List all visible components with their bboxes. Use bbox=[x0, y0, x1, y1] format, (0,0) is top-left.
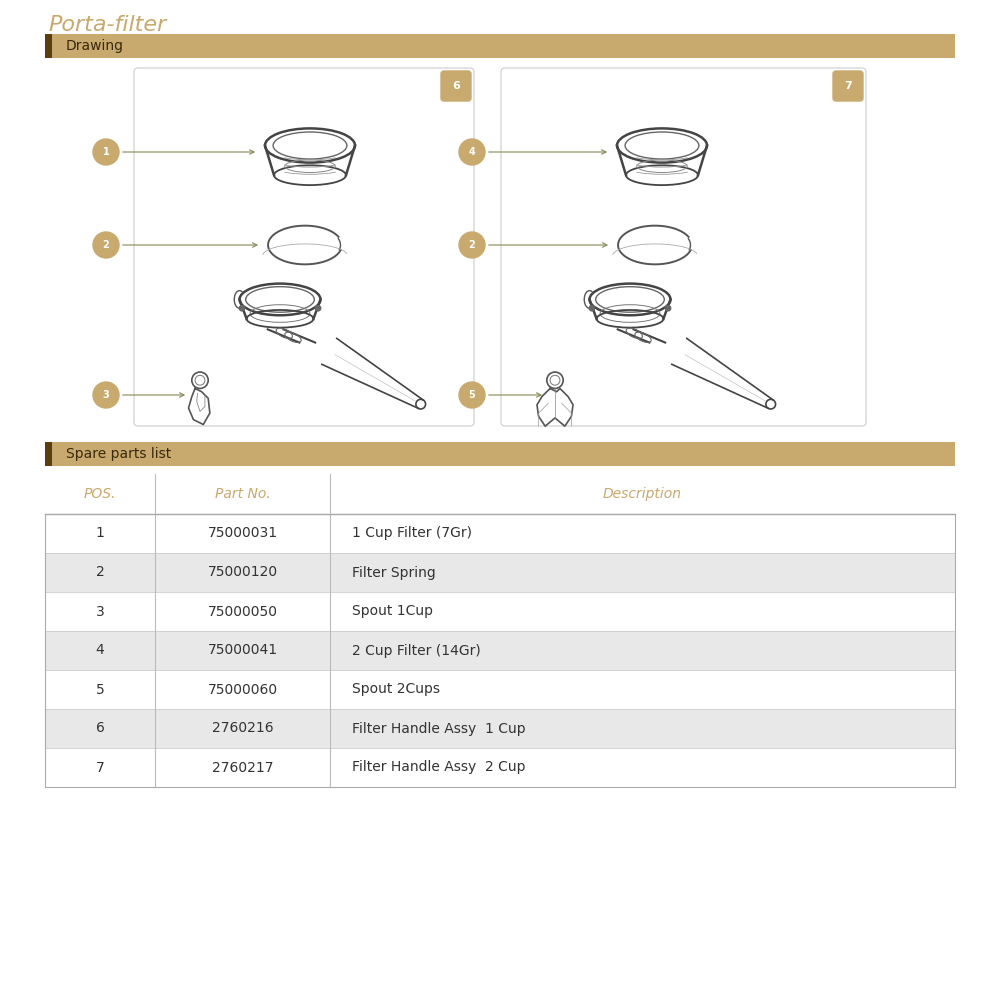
Text: Porta-filter: Porta-filter bbox=[48, 15, 166, 35]
Circle shape bbox=[315, 306, 321, 311]
Circle shape bbox=[665, 306, 671, 311]
Text: Filter Spring: Filter Spring bbox=[352, 565, 436, 579]
Text: 1: 1 bbox=[103, 147, 109, 157]
FancyBboxPatch shape bbox=[45, 709, 955, 748]
Text: Description: Description bbox=[603, 487, 682, 501]
Text: 7: 7 bbox=[96, 760, 104, 774]
Text: Part No.: Part No. bbox=[215, 487, 270, 501]
Text: Spout 2Cups: Spout 2Cups bbox=[352, 682, 440, 696]
Text: 2 Cup Filter (14Gr): 2 Cup Filter (14Gr) bbox=[352, 644, 481, 658]
Text: POS.: POS. bbox=[84, 487, 116, 501]
Text: 75000120: 75000120 bbox=[207, 565, 278, 579]
Text: 4: 4 bbox=[469, 147, 475, 157]
Circle shape bbox=[589, 306, 595, 311]
Circle shape bbox=[239, 306, 245, 311]
Circle shape bbox=[93, 139, 119, 165]
FancyBboxPatch shape bbox=[833, 71, 863, 101]
Text: 1 Cup Filter (7Gr): 1 Cup Filter (7Gr) bbox=[352, 526, 472, 540]
FancyBboxPatch shape bbox=[45, 442, 955, 466]
Text: Drawing: Drawing bbox=[66, 39, 124, 53]
Text: 3: 3 bbox=[96, 604, 104, 618]
Text: Spare parts list: Spare parts list bbox=[66, 447, 171, 461]
Circle shape bbox=[459, 232, 485, 258]
Text: 4: 4 bbox=[96, 644, 104, 658]
Text: 6: 6 bbox=[96, 722, 104, 736]
FancyBboxPatch shape bbox=[134, 68, 474, 426]
Text: 2: 2 bbox=[469, 240, 475, 250]
Text: 75000031: 75000031 bbox=[207, 526, 278, 540]
Circle shape bbox=[459, 139, 485, 165]
Circle shape bbox=[459, 382, 485, 408]
Text: 75000050: 75000050 bbox=[207, 604, 278, 618]
FancyBboxPatch shape bbox=[501, 68, 866, 426]
Circle shape bbox=[93, 232, 119, 258]
Text: 1: 1 bbox=[96, 526, 104, 540]
Text: 75000041: 75000041 bbox=[207, 644, 278, 658]
Text: 75000060: 75000060 bbox=[207, 682, 278, 696]
FancyBboxPatch shape bbox=[45, 631, 955, 670]
Text: 6: 6 bbox=[452, 81, 460, 91]
Text: 5: 5 bbox=[96, 682, 104, 696]
FancyBboxPatch shape bbox=[45, 442, 52, 466]
Text: Filter Handle Assy  1 Cup: Filter Handle Assy 1 Cup bbox=[352, 722, 526, 736]
Text: 2: 2 bbox=[96, 565, 104, 579]
Text: 5: 5 bbox=[469, 390, 475, 400]
FancyBboxPatch shape bbox=[441, 71, 471, 101]
Text: 3: 3 bbox=[103, 390, 109, 400]
Text: 7: 7 bbox=[844, 81, 852, 91]
Text: 2760217: 2760217 bbox=[212, 760, 273, 774]
Text: Spout 1Cup: Spout 1Cup bbox=[352, 604, 433, 618]
Text: 2: 2 bbox=[103, 240, 109, 250]
FancyBboxPatch shape bbox=[45, 553, 955, 592]
FancyBboxPatch shape bbox=[45, 34, 955, 58]
Text: 2760216: 2760216 bbox=[212, 722, 273, 736]
Circle shape bbox=[93, 382, 119, 408]
FancyBboxPatch shape bbox=[45, 34, 52, 58]
Text: Filter Handle Assy  2 Cup: Filter Handle Assy 2 Cup bbox=[352, 760, 526, 774]
